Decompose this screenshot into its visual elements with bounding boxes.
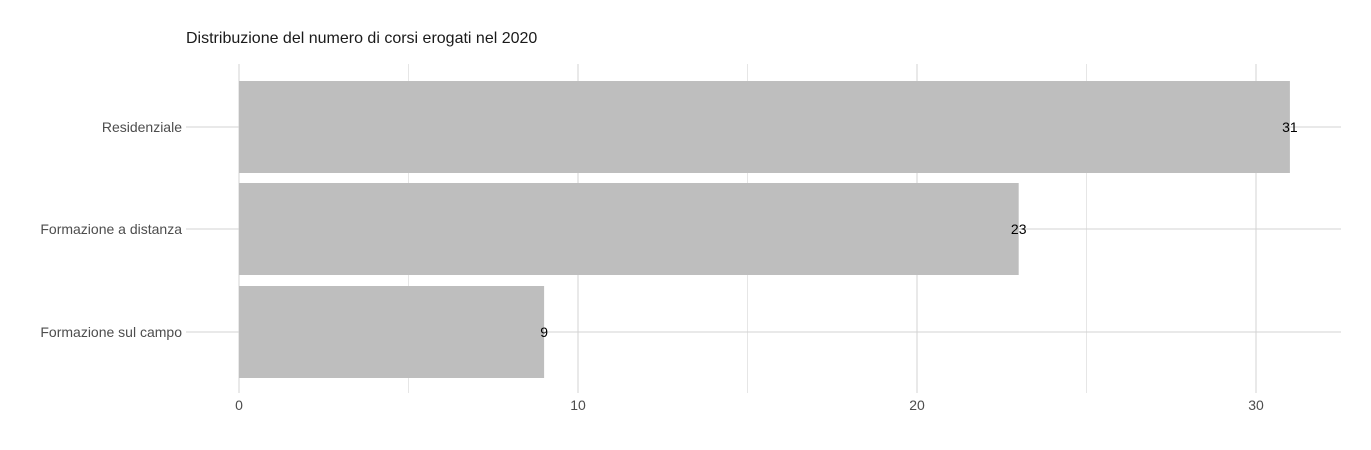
y-tick-label: Formazione a distanza: [40, 221, 182, 237]
data-labels: 31 23 9: [540, 119, 1298, 340]
bar-value-label: 31: [1282, 119, 1298, 135]
bar: [239, 81, 1290, 173]
y-tick-label: Formazione sul campo: [40, 324, 182, 340]
bar-value-label: 9: [540, 324, 548, 340]
x-tick-label: 20: [909, 397, 925, 413]
x-tick-label: 30: [1248, 397, 1264, 413]
y-axis-labels: Residenziale Formazione a distanza Formazi…: [40, 119, 182, 340]
bar: [239, 286, 545, 378]
chart-title: Distribuzione del numero di corsi erogat…: [186, 30, 537, 47]
y-tick-label: Residenziale: [102, 119, 182, 135]
x-axis-labels: 0 10 20 30: [235, 397, 1264, 413]
x-tick-label: 0: [235, 397, 243, 413]
bars: [239, 81, 1290, 378]
x-tick-label: 10: [570, 397, 586, 413]
bar: [239, 183, 1019, 275]
bar-value-label: 23: [1011, 221, 1027, 237]
